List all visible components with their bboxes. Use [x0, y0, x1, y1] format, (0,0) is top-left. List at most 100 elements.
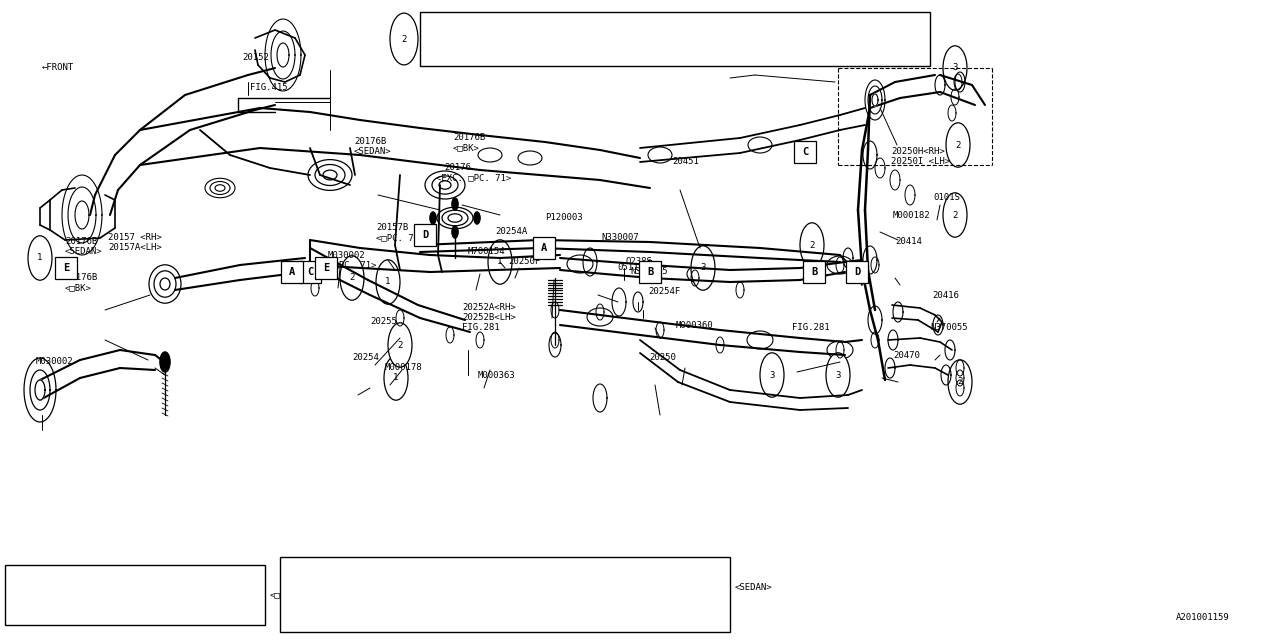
Polygon shape — [452, 226, 458, 238]
Text: ('11MY1004- ): ('11MY1004- ) — [383, 615, 453, 624]
Bar — [282, 261, 303, 283]
Text: 2: 2 — [402, 35, 407, 44]
Text: N350030: N350030 — [425, 48, 462, 57]
Bar — [315, 257, 337, 279]
Text: 2: 2 — [809, 241, 814, 250]
Text: ( -'10MY0907): ( -'10MY0907) — [383, 565, 453, 574]
Text: M030002: M030002 — [328, 250, 366, 259]
Text: 1: 1 — [393, 374, 398, 383]
Text: 1: 1 — [14, 591, 19, 600]
Text: 3: 3 — [639, 35, 645, 44]
Text: B: B — [810, 267, 817, 277]
Bar — [420, 12, 931, 66]
Text: FIG.281: FIG.281 — [792, 323, 829, 333]
Bar — [413, 224, 436, 246]
Bar — [846, 261, 868, 283]
Text: M000337: M000337 — [655, 22, 692, 31]
Bar — [5, 565, 265, 625]
Text: 20176B: 20176B — [65, 237, 97, 246]
Ellipse shape — [800, 223, 824, 268]
Text: M000360: M000360 — [676, 321, 714, 330]
Text: 20254F: 20254F — [648, 287, 680, 296]
Ellipse shape — [826, 353, 850, 397]
Text: C: C — [801, 147, 808, 157]
Text: ('13MY- ): ('13MY- ) — [525, 48, 573, 57]
Text: 20252A<RH>: 20252A<RH> — [462, 303, 516, 312]
Text: 2: 2 — [349, 273, 355, 282]
Text: 1: 1 — [289, 589, 294, 598]
Text: N350022: N350022 — [425, 22, 462, 31]
Text: 0511S: 0511S — [617, 264, 644, 273]
Text: <□BK>: <□BK> — [453, 143, 480, 152]
Text: FIG.281: FIG.281 — [462, 323, 499, 333]
Ellipse shape — [691, 246, 716, 290]
Ellipse shape — [376, 260, 399, 304]
Text: E: E — [63, 263, 69, 273]
Text: 20470: 20470 — [893, 351, 920, 360]
Text: A201001159: A201001159 — [1176, 614, 1230, 623]
Text: C: C — [307, 267, 314, 277]
Text: 20176B: 20176B — [355, 138, 387, 147]
Ellipse shape — [323, 170, 337, 180]
Text: ( -'10MY0910): ( -'10MY0910) — [108, 577, 178, 586]
Text: ←FRONT: ←FRONT — [42, 63, 74, 72]
Text: ('10MY0907-'10MY1005): ('10MY0907-'10MY1005) — [383, 590, 495, 599]
Text: 20254: 20254 — [352, 353, 379, 362]
Ellipse shape — [943, 46, 966, 90]
Text: 20176B: 20176B — [453, 132, 485, 141]
Polygon shape — [474, 212, 480, 224]
Text: 2: 2 — [955, 141, 961, 150]
Text: M000411: M000411 — [655, 48, 692, 57]
Text: 1: 1 — [37, 253, 42, 262]
Text: 20157A<LH>: 20157A<LH> — [108, 243, 161, 253]
Text: 3: 3 — [836, 371, 841, 380]
Text: 20254A: 20254A — [495, 227, 527, 237]
Ellipse shape — [488, 240, 512, 284]
Polygon shape — [276, 43, 289, 67]
Ellipse shape — [946, 123, 970, 167]
Bar — [532, 237, 556, 259]
Bar — [639, 261, 660, 283]
Text: 3: 3 — [952, 63, 957, 72]
Text: 20157 <RH>: 20157 <RH> — [108, 234, 161, 243]
Text: 20416: 20416 — [932, 291, 959, 300]
Ellipse shape — [388, 323, 412, 367]
Text: <SEDAN>: <SEDAN> — [355, 147, 392, 157]
Polygon shape — [160, 352, 170, 372]
Text: 1: 1 — [498, 257, 503, 266]
Ellipse shape — [943, 193, 966, 237]
Text: M000329: M000329 — [33, 605, 70, 614]
Text: M000244: M000244 — [728, 51, 765, 61]
Text: 2: 2 — [957, 378, 963, 387]
Text: M030002: M030002 — [36, 358, 74, 367]
Bar — [803, 261, 826, 283]
Text: M000328: M000328 — [308, 565, 346, 574]
Text: D: D — [422, 230, 428, 240]
Polygon shape — [35, 380, 45, 400]
Text: A: A — [541, 243, 547, 253]
Text: E: E — [323, 263, 329, 273]
Text: 20176B: 20176B — [65, 273, 97, 282]
Text: N370055: N370055 — [630, 268, 668, 276]
Ellipse shape — [6, 575, 28, 615]
Text: 2: 2 — [952, 211, 957, 220]
Text: 20255: 20255 — [370, 317, 397, 326]
Text: P120003: P120003 — [545, 214, 582, 223]
Text: 20250: 20250 — [649, 353, 676, 362]
Ellipse shape — [948, 360, 972, 404]
Text: <□BK>: <□BK> — [270, 591, 297, 600]
Text: 0101S: 0101S — [933, 193, 960, 202]
Text: 20414: 20414 — [895, 237, 922, 246]
Text: M000363: M000363 — [477, 371, 516, 380]
Text: N330007: N330007 — [602, 234, 639, 243]
Bar — [55, 257, 77, 279]
Polygon shape — [452, 198, 458, 210]
Bar — [300, 261, 321, 283]
Text: ( -1402): ( -1402) — [765, 22, 808, 31]
Text: <□PC. 71>: <□PC. 71> — [328, 260, 376, 269]
Ellipse shape — [439, 180, 451, 189]
Text: A: A — [289, 267, 296, 277]
Ellipse shape — [282, 573, 303, 614]
Text: 20250F: 20250F — [508, 257, 540, 266]
Text: 20152: 20152 — [242, 54, 269, 63]
